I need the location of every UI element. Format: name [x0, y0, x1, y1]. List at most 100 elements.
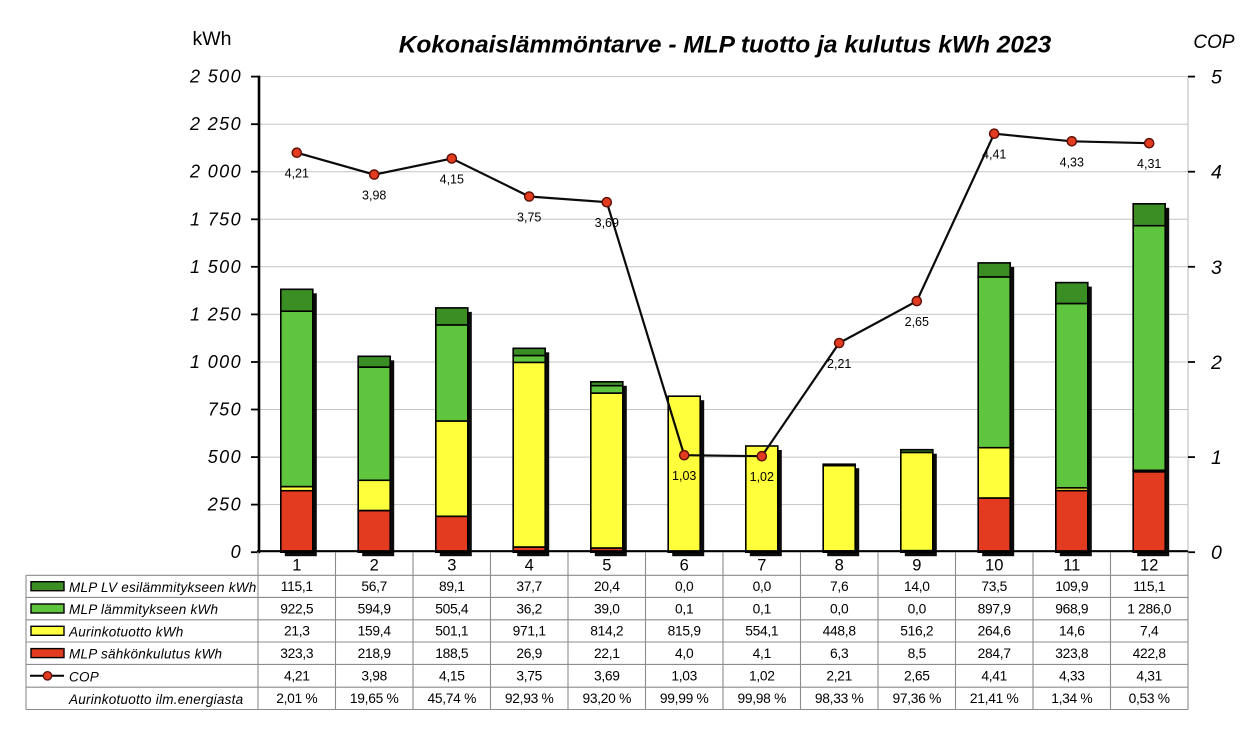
svg-text:MLP LV esilämmitykseen kWh: MLP LV esilämmitykseen kWh: [69, 580, 257, 595]
svg-text:554,1: 554,1: [745, 624, 778, 639]
svg-text:10: 10: [985, 556, 1003, 574]
svg-text:2,65: 2,65: [905, 315, 929, 329]
svg-text:1,03: 1,03: [671, 669, 697, 684]
svg-text:971,1: 971,1: [513, 624, 546, 639]
svg-text:21,41 %: 21,41 %: [970, 691, 1019, 706]
svg-text:0,1: 0,1: [753, 601, 771, 616]
svg-text:93,20 %: 93,20 %: [583, 691, 632, 706]
svg-text:159,4: 159,4: [358, 624, 392, 639]
svg-text:0: 0: [231, 542, 242, 562]
svg-text:3,98: 3,98: [361, 669, 387, 684]
svg-text:0,0: 0,0: [830, 601, 849, 616]
svg-text:815,9: 815,9: [668, 624, 702, 639]
svg-text:2 250: 2 250: [189, 114, 242, 134]
svg-text:6: 6: [680, 556, 689, 574]
svg-text:8: 8: [835, 556, 844, 574]
svg-text:56,7: 56,7: [361, 579, 387, 594]
svg-text:7,4: 7,4: [1140, 624, 1159, 639]
svg-text:3,98: 3,98: [362, 189, 386, 203]
svg-text:897,9: 897,9: [978, 601, 1012, 616]
svg-text:323,3: 323,3: [280, 646, 314, 661]
svg-text:0,1: 0,1: [675, 601, 693, 616]
svg-text:36,2: 36,2: [516, 601, 542, 616]
svg-text:3,69: 3,69: [594, 669, 620, 684]
svg-text:1 250: 1 250: [190, 304, 242, 324]
svg-text:2 000: 2 000: [189, 162, 242, 182]
svg-text:6,3: 6,3: [830, 646, 849, 661]
svg-text:594,9: 594,9: [358, 601, 392, 616]
svg-text:4,21: 4,21: [284, 669, 310, 684]
svg-text:422,8: 422,8: [1133, 646, 1167, 661]
svg-text:4,1: 4,1: [753, 646, 771, 661]
svg-text:5: 5: [1211, 67, 1222, 89]
svg-text:2: 2: [1210, 352, 1222, 374]
svg-text:COP: COP: [1193, 32, 1235, 53]
svg-text:968,9: 968,9: [1055, 601, 1089, 616]
svg-text:20,4: 20,4: [594, 579, 620, 594]
svg-text:2,21: 2,21: [827, 357, 851, 371]
svg-text:3,75: 3,75: [517, 211, 541, 225]
svg-text:1,03: 1,03: [672, 469, 696, 483]
svg-text:MLP lämmitykseen kWh: MLP lämmitykseen kWh: [69, 602, 218, 617]
svg-text:4,41: 4,41: [982, 148, 1006, 162]
svg-text:218,9: 218,9: [358, 646, 392, 661]
svg-text:COP: COP: [69, 669, 99, 684]
svg-text:4,33: 4,33: [1060, 155, 1084, 169]
svg-text:Kokonaislämmöntarve - MLP tuot: Kokonaislämmöntarve - MLP tuotto ja kulu…: [399, 32, 1052, 59]
svg-text:11: 11: [1063, 556, 1080, 574]
svg-text:814,2: 814,2: [590, 624, 623, 639]
svg-text:37,7: 37,7: [516, 579, 542, 594]
svg-text:MLP sähkönkulutus kWh: MLP sähkönkulutus kWh: [69, 647, 222, 662]
svg-text:39,0: 39,0: [594, 601, 620, 616]
svg-text:1 500: 1 500: [190, 257, 242, 277]
svg-text:0,0: 0,0: [908, 601, 927, 616]
svg-text:750: 750: [208, 400, 242, 420]
svg-text:323,8: 323,8: [1055, 646, 1089, 661]
svg-text:1,34 %: 1,34 %: [1051, 691, 1092, 706]
svg-text:3,75: 3,75: [516, 669, 542, 684]
svg-text:505,4: 505,4: [435, 601, 469, 616]
svg-text:7,6: 7,6: [830, 579, 849, 594]
svg-text:2,01 %: 2,01 %: [276, 691, 317, 706]
svg-text:0,53 %: 0,53 %: [1129, 691, 1170, 706]
svg-text:14,0: 14,0: [904, 579, 930, 594]
svg-text:516,2: 516,2: [900, 624, 933, 639]
svg-text:1,02: 1,02: [750, 470, 774, 484]
svg-text:22,1: 22,1: [594, 646, 620, 661]
svg-text:4,31: 4,31: [1137, 157, 1161, 171]
svg-text:19,65 %: 19,65 %: [350, 691, 399, 706]
svg-text:3,69: 3,69: [595, 216, 619, 230]
svg-text:1 750: 1 750: [190, 209, 242, 229]
svg-text:250: 250: [207, 495, 242, 515]
svg-text:1,02: 1,02: [749, 669, 775, 684]
svg-text:4,15: 4,15: [439, 669, 465, 684]
svg-text:3: 3: [1211, 257, 1222, 279]
svg-text:448,8: 448,8: [823, 624, 857, 639]
svg-text:4,41: 4,41: [981, 669, 1007, 684]
svg-text:26,9: 26,9: [516, 646, 542, 661]
svg-text:0,0: 0,0: [753, 579, 772, 594]
svg-text:99,98 %: 99,98 %: [738, 691, 787, 706]
svg-text:kWh: kWh: [193, 28, 232, 50]
svg-text:501,1: 501,1: [435, 624, 468, 639]
svg-text:98,33 %: 98,33 %: [815, 691, 864, 706]
svg-text:4,31: 4,31: [1136, 669, 1162, 684]
svg-text:500: 500: [208, 447, 242, 467]
svg-text:14,6: 14,6: [1059, 624, 1085, 639]
svg-text:12: 12: [1140, 556, 1158, 574]
svg-text:1: 1: [292, 556, 301, 574]
svg-text:Aurinkotuotto ilm.energiasta: Aurinkotuotto ilm.energiasta: [68, 692, 244, 707]
svg-text:115,1: 115,1: [281, 579, 313, 594]
svg-text:3: 3: [447, 556, 456, 574]
svg-text:7: 7: [757, 556, 766, 574]
svg-text:9: 9: [912, 556, 921, 574]
svg-text:45,74 %: 45,74 %: [428, 691, 477, 706]
svg-text:922,5: 922,5: [280, 601, 314, 616]
svg-text:4: 4: [1211, 162, 1222, 184]
svg-text:97,36 %: 97,36 %: [893, 691, 942, 706]
svg-text:99,99 %: 99,99 %: [660, 691, 709, 706]
svg-text:2: 2: [370, 556, 379, 574]
svg-text:4,33: 4,33: [1059, 669, 1085, 684]
svg-text:4,0: 4,0: [675, 646, 694, 661]
svg-text:4,21: 4,21: [285, 167, 309, 181]
